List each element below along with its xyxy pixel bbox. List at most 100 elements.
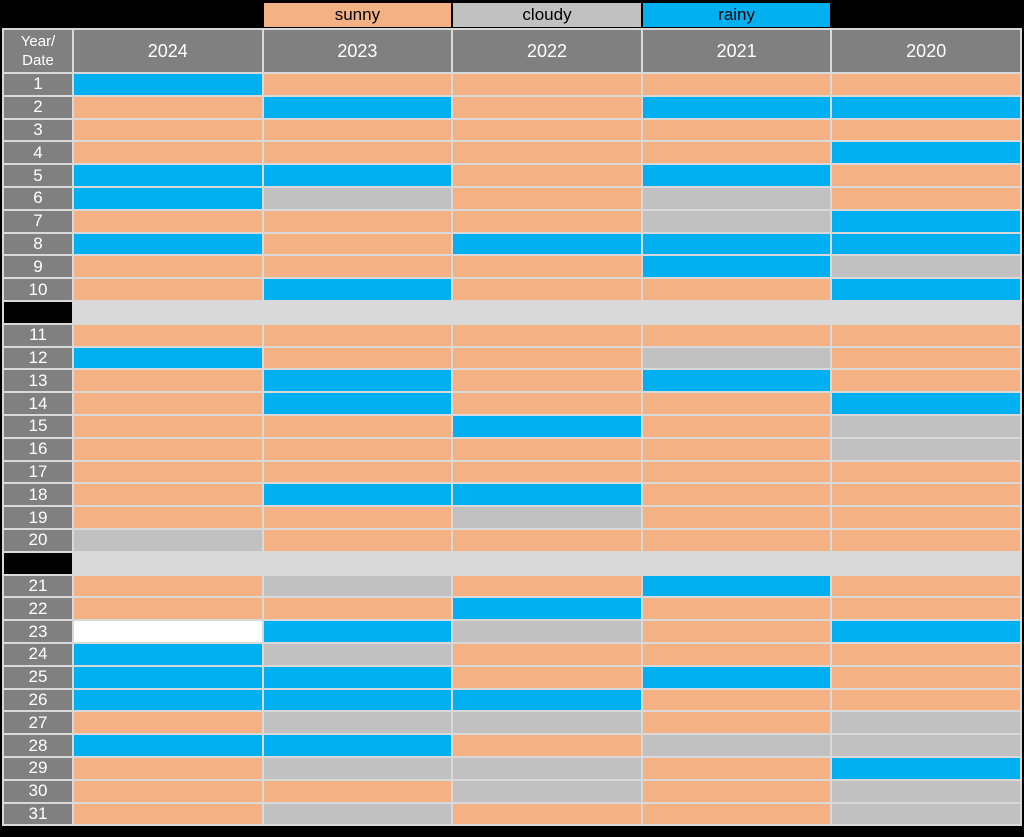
weather-cell-2023-day-9 [263,256,452,278]
legend-spacer-2024 [74,3,262,27]
weather-cell-2021-day-14 [642,393,831,414]
legend-item-rainy: rainy [642,3,831,27]
weather-cell-2022-day-2 [453,96,641,118]
weather-cell-2020-day-2 [832,96,1020,118]
weather-cell-2023-day-26 [263,689,452,711]
date-row-header-10: 10 [4,279,72,300]
legend-spacer-2020 [832,3,1020,27]
weather-cell-2020-day-14 [832,393,1020,414]
weather-cell-2022-day-5 [453,165,641,186]
weather-cell-2023-day-29 [263,757,452,779]
legend-item-sunny: sunny [263,3,452,27]
weather-cell-2022-day-25 [453,666,641,688]
weather-cell-2020-day-6 [832,187,1020,209]
weather-cell-2021-day-8 [642,233,831,255]
date-row-header-27: 27 [4,712,72,734]
legend-label-cloudy: cloudy [522,5,572,24]
weather-cell-2022-day-26 [453,689,641,711]
weather-cell-2021-day-23 [642,621,831,642]
date-row-header-17: 17 [4,461,72,483]
weather-cell-2023-day-15 [263,415,452,437]
section-separator-band [74,301,1020,323]
weather-cell-2021-day-11 [642,324,831,346]
date-row-header-29: 29 [4,757,72,779]
weather-cell-2022-day-13 [453,370,641,392]
weather-cell-2022-day-16 [453,438,641,460]
weather-cell-2024-day-5 [74,165,262,186]
weather-cell-2023-day-27 [263,712,452,734]
weather-cell-2023-day-8 [263,233,452,255]
weather-cell-2021-day-17 [642,461,831,483]
weather-cell-2020-day-25 [832,666,1020,688]
weather-cell-2024-day-2 [74,96,262,118]
date-row-header-22: 22 [4,598,72,620]
year-header-2022: 2022 [453,30,641,72]
weather-cell-2022-day-30 [453,780,641,802]
year-header-2023: 2023 [263,30,452,72]
weather-cell-2020-day-7 [832,210,1020,232]
weather-cell-2022-day-6 [453,187,641,209]
date-row-header-8: 8 [4,233,72,255]
weather-cell-2024-day-29 [74,757,262,779]
weather-cell-2024-day-11 [74,324,262,346]
date-row-header-31: 31 [4,803,72,825]
weather-cell-2022-day-14 [453,393,641,414]
weather-cell-2022-day-18 [453,484,641,506]
weather-cell-2023-day-12 [263,347,452,369]
weather-cell-2021-day-21 [642,575,831,597]
weather-cell-2023-day-6 [263,187,452,209]
date-row-header-5: 5 [4,165,72,186]
date-row-header-18: 18 [4,484,72,506]
weather-cell-2023-day-31 [263,803,452,825]
weather-cell-2020-day-26 [832,689,1020,711]
weather-cell-2021-day-9 [642,256,831,278]
weather-cell-2024-day-25 [74,666,262,688]
weather-cell-2020-day-9 [832,256,1020,278]
weather-cell-2021-day-13 [642,370,831,392]
weather-cell-2023-day-16 [263,438,452,460]
weather-cell-2022-day-11 [453,324,641,346]
weather-cell-2024-day-23 [74,621,262,642]
weather-cell-2022-day-17 [453,461,641,483]
weather-cell-2021-day-10 [642,279,831,300]
weather-cell-2022-day-28 [453,735,641,756]
weather-cell-2021-day-25 [642,666,831,688]
weather-cell-2022-day-21 [453,575,641,597]
weather-cell-2022-day-23 [453,621,641,642]
date-row-header-7: 7 [4,210,72,232]
legend-label-sunny: sunny [334,5,381,24]
date-row-header-13: 13 [4,370,72,392]
date-row-header-2: 2 [4,96,72,118]
date-row-header-24: 24 [4,643,72,665]
weather-cell-2022-day-31 [453,803,641,825]
weather-cell-2024-day-14 [74,393,262,414]
weather-cell-2020-day-23 [832,621,1020,642]
date-row-header-25: 25 [4,666,72,688]
year-header-2024: 2024 [74,30,262,72]
corner-header-year-date: Year/ Date [4,30,72,72]
weather-cell-2020-day-28 [832,735,1020,756]
weather-cell-2020-day-16 [832,438,1020,460]
weather-cell-2023-day-22 [263,598,452,620]
date-row-header-30: 30 [4,780,72,802]
weather-cell-2020-day-11 [832,324,1020,346]
weather-cell-2020-day-19 [832,507,1020,528]
weather-cell-2021-day-4 [642,142,831,164]
weather-cell-2020-day-15 [832,415,1020,437]
date-row-header-20: 20 [4,529,72,551]
weather-cell-2020-day-12 [832,347,1020,369]
weather-cell-2022-day-20 [453,529,641,551]
weather-cell-2022-day-9 [453,256,641,278]
weather-cell-2024-day-21 [74,575,262,597]
weather-cell-2021-day-30 [642,780,831,802]
weather-cell-2023-day-13 [263,370,452,392]
weather-cell-2022-day-12 [453,347,641,369]
weather-cell-2023-day-7 [263,210,452,232]
year-header-2021: 2021 [642,30,831,72]
weather-cell-2024-day-12 [74,347,262,369]
legend-item-cloudy: cloudy [453,3,641,27]
date-row-header-28: 28 [4,735,72,756]
weather-cell-2024-day-17 [74,461,262,483]
weather-cell-2021-day-7 [642,210,831,232]
